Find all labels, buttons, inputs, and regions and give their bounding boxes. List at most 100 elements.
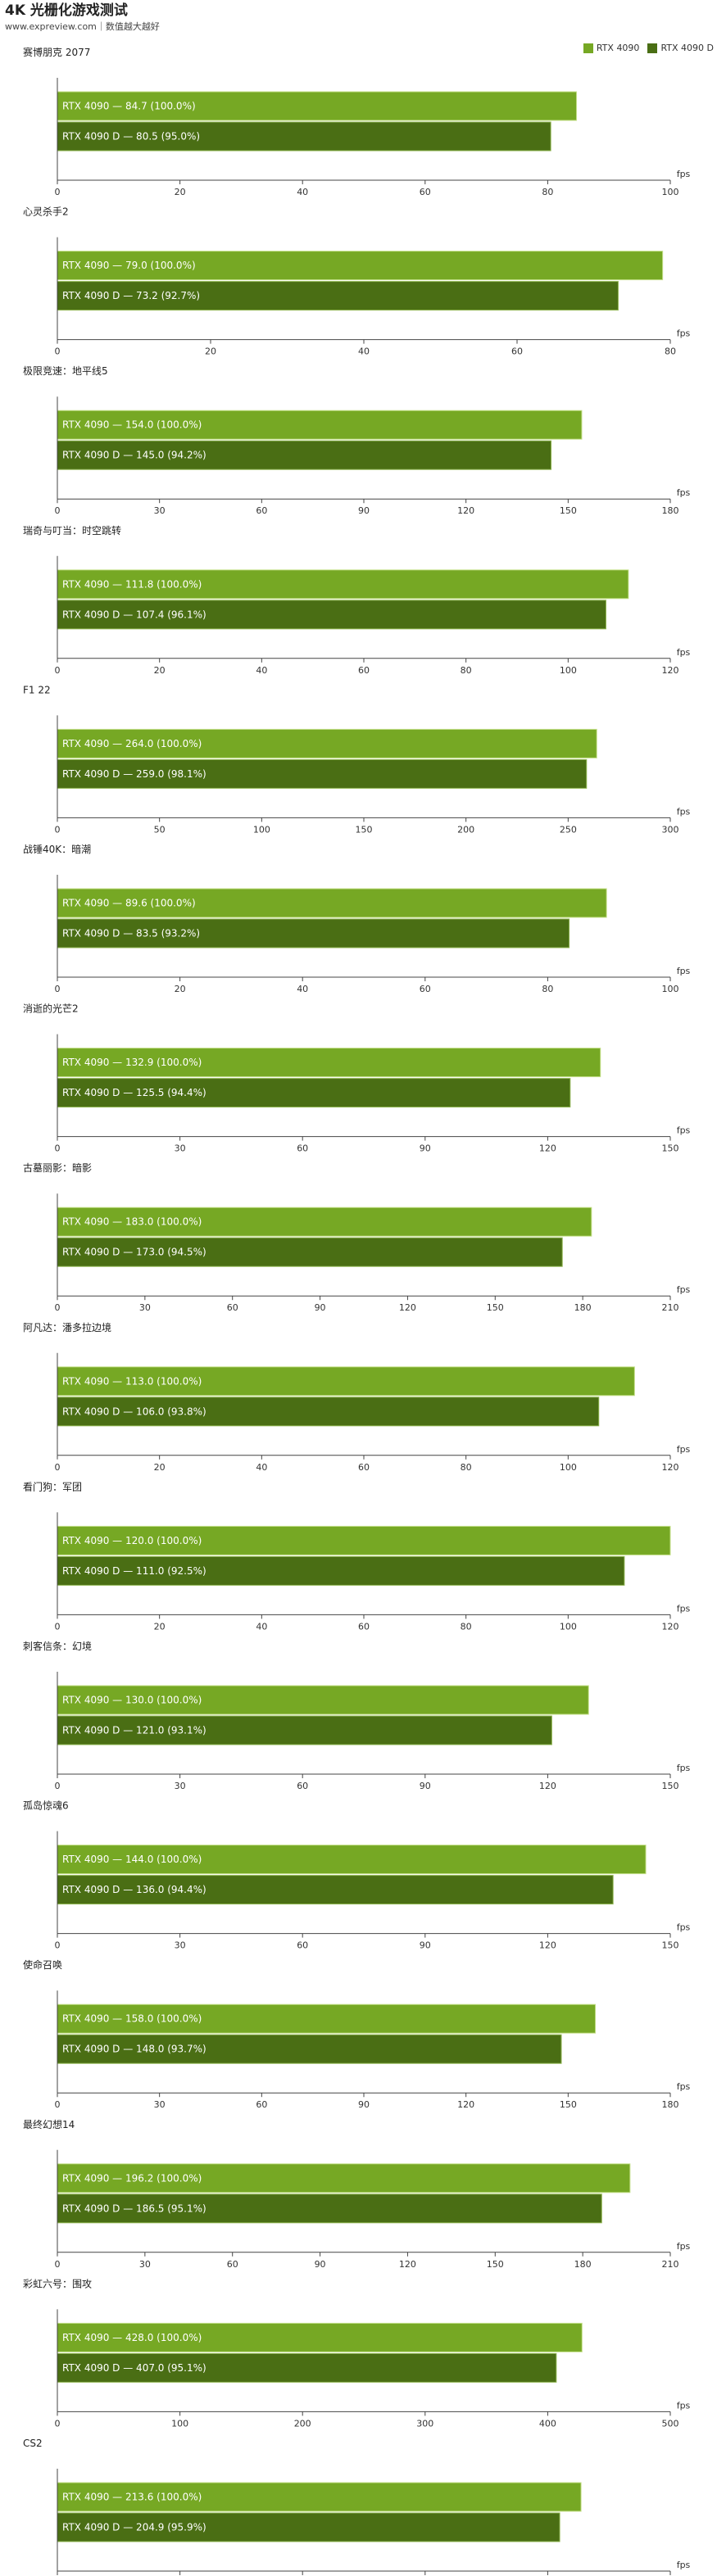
x-tick-label-9-6: 120: [662, 1621, 679, 1632]
x-axis-unit-1: fps: [677, 328, 691, 339]
x-tick-label-8-6: 120: [662, 1462, 679, 1473]
legend: RTX 4090 RTX 4090 D: [583, 43, 714, 53]
x-tick-label-1-1: 20: [205, 346, 216, 357]
x-tick-label-12-0: 0: [55, 2099, 61, 2110]
bar-7-1: [57, 1237, 563, 1267]
bar-4-0: [57, 728, 597, 758]
bar-label-10-0: RTX 4090 — 130.0 (100.0%): [62, 1695, 202, 1706]
x-tick-label-2-6: 180: [662, 505, 679, 516]
x-tick-label-13-5: 150: [487, 2259, 504, 2270]
legend-label-rtx-4090: RTX 4090: [596, 43, 640, 53]
bar-5-0: [57, 888, 607, 918]
x-tick-label-5-3: 60: [420, 984, 431, 994]
chart-title-2: 极限竞速：地平线5: [23, 365, 108, 377]
x-tick-label-3-3: 60: [358, 665, 370, 676]
bar-13-1: [57, 2193, 602, 2224]
x-tick-label-9-0: 0: [55, 1621, 61, 1632]
x-axis-unit-3: fps: [677, 647, 691, 658]
x-tick-label-11-1: 30: [175, 1940, 186, 1951]
x-tick-label-0-3: 60: [420, 187, 431, 197]
x-axis-unit-12: fps: [677, 2081, 691, 2092]
x-tick-label-14-1: 100: [171, 2418, 188, 2429]
x-tick-label-12-6: 180: [662, 2099, 679, 2110]
x-tick-label-9-2: 40: [256, 1621, 267, 1632]
x-tick-label-13-2: 60: [227, 2259, 238, 2270]
x-tick-label-5-0: 0: [55, 984, 61, 994]
x-tick-label-5-1: 20: [175, 984, 186, 994]
chart-title-6: 消逝的光芒2: [23, 1003, 79, 1015]
x-axis-unit-9: fps: [677, 1603, 691, 1614]
bar-10-1: [57, 1715, 552, 1745]
page-title: 4K 光栅化游戏测试: [5, 2, 128, 19]
legend-item-rtx-4090[interactable]: RTX 4090: [583, 43, 640, 53]
bar-label-1-0: RTX 4090 — 79.0 (100.0%): [62, 260, 196, 271]
bar-6-0: [57, 1048, 601, 1078]
bar-label-3-1: RTX 4090 D — 107.4 (96.1%): [62, 609, 206, 620]
x-tick-label-8-5: 100: [560, 1462, 577, 1473]
x-tick-label-14-0: 0: [55, 2418, 61, 2429]
chart-title-14: 彩虹六号：围攻: [23, 2278, 92, 2289]
x-tick-label-3-1: 20: [154, 665, 166, 676]
x-axis-unit-13: fps: [677, 2241, 691, 2252]
bar-label-8-0: RTX 4090 — 113.0 (100.0%): [62, 1375, 202, 1387]
chart-title-3: 瑞奇与叮当：时空跳转: [23, 524, 121, 536]
x-tick-label-4-4: 200: [457, 824, 474, 835]
x-tick-label-6-3: 90: [420, 1143, 431, 1154]
x-tick-label-4-3: 150: [356, 824, 373, 835]
chart-title-1: 心灵杀手2: [23, 206, 69, 218]
bar-label-1-1: RTX 4090 D — 73.2 (92.7%): [62, 290, 200, 301]
x-tick-label-1-0: 0: [55, 346, 61, 357]
x-axis-unit-7: fps: [677, 1284, 691, 1295]
x-tick-label-8-3: 60: [358, 1462, 370, 1473]
bar-label-13-0: RTX 4090 — 196.2 (100.0%): [62, 2172, 202, 2184]
bar-label-7-1: RTX 4090 D — 173.0 (94.5%): [62, 1247, 206, 1258]
x-tick-label-7-0: 0: [55, 1302, 61, 1313]
x-tick-label-13-0: 0: [55, 2259, 61, 2270]
chart-title-4: F1 22: [23, 684, 51, 695]
x-tick-label-1-2: 40: [358, 346, 370, 357]
x-tick-label-0-2: 40: [297, 187, 308, 197]
bar-label-9-0: RTX 4090 — 120.0 (100.0%): [62, 1535, 202, 1546]
x-tick-label-6-1: 30: [175, 1143, 186, 1154]
legend-item-rtx-4090-d[interactable]: RTX 4090 D: [647, 43, 714, 53]
bar-9-0: [57, 1525, 671, 1555]
x-tick-label-12-5: 150: [560, 2099, 577, 2110]
chart-title-7: 古墓丽影：暗影: [23, 1161, 92, 1174]
x-tick-label-14-3: 300: [416, 2418, 433, 2429]
bar-label-12-0: RTX 4090 — 158.0 (100.0%): [62, 2013, 202, 2025]
bar-label-0-0: RTX 4090 — 84.7 (100.0%): [62, 101, 196, 112]
x-tick-label-1-4: 80: [665, 346, 676, 357]
bar-label-14-1: RTX 4090 D — 407.0 (95.1%): [62, 2362, 206, 2374]
x-axis-unit-5: fps: [677, 966, 691, 976]
chart-title-8: 阿凡达：潘多拉边境: [23, 1321, 111, 1333]
x-tick-label-13-7: 210: [662, 2259, 679, 2270]
x-tick-label-8-4: 80: [461, 1462, 472, 1473]
bar-label-11-0: RTX 4090 — 144.0 (100.0%): [62, 1854, 202, 1865]
x-tick-label-9-1: 20: [154, 1621, 166, 1632]
x-tick-label-2-1: 30: [154, 505, 166, 516]
legend-label-rtx-4090-d: RTX 4090 D: [660, 43, 714, 53]
bar-label-15-0: RTX 4090 — 213.6 (100.0%): [62, 2492, 202, 2503]
x-tick-label-6-4: 120: [539, 1143, 556, 1154]
page-subtitle: www.expreview.com｜数值越大越好: [5, 21, 160, 32]
bar-0-0: [57, 91, 578, 121]
bar-label-0-1: RTX 4090 D — 80.5 (95.0%): [62, 131, 200, 143]
bar-label-14-0: RTX 4090 — 428.0 (100.0%): [62, 2332, 202, 2343]
chart-title-10: 刺客信条：幻境: [23, 1640, 92, 1652]
bar-label-5-1: RTX 4090 D — 83.5 (93.2%): [62, 928, 200, 939]
x-tick-label-5-5: 100: [662, 984, 679, 994]
x-tick-label-7-6: 180: [574, 1302, 592, 1313]
bar-label-6-0: RTX 4090 — 132.9 (100.0%): [62, 1057, 202, 1068]
x-tick-label-13-1: 30: [139, 2259, 151, 2270]
bar-label-6-1: RTX 4090 D — 125.5 (94.4%): [62, 1087, 206, 1098]
bar-15-1: [57, 2512, 560, 2542]
x-tick-label-11-2: 60: [297, 1940, 308, 1951]
x-tick-label-11-5: 150: [662, 1940, 679, 1951]
x-tick-label-6-5: 150: [662, 1143, 679, 1154]
x-tick-label-7-3: 90: [315, 1302, 326, 1313]
x-tick-label-11-0: 0: [55, 1940, 61, 1951]
x-axis-unit-4: fps: [677, 806, 691, 817]
x-tick-label-2-5: 150: [560, 505, 577, 516]
x-tick-label-14-2: 200: [294, 2418, 311, 2429]
x-axis-unit-14: fps: [677, 2400, 691, 2411]
